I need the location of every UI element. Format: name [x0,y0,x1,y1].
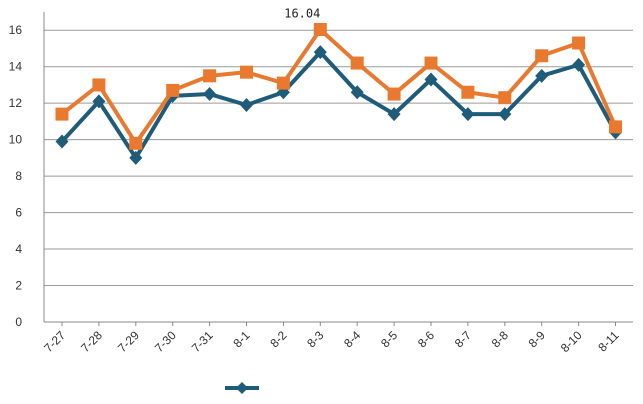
data-point-diamond [461,107,475,122]
data-point-square [461,85,475,99]
data-point-square [572,36,586,50]
data-point-diamond [129,150,143,165]
x-tick-label: 8-7 [452,328,474,350]
y-tick-label: 12 [9,96,23,110]
series-line-0 [60,50,618,160]
data-point-diamond [572,57,586,72]
data-point-square [276,76,290,90]
x-tick-label: 8-8 [489,328,511,350]
x-tick-label: 8-6 [415,328,437,350]
x-tick-label: 7-29 [115,328,142,355]
data-point-square [166,83,180,97]
x-tick-label: 7-30 [152,328,179,355]
x-tick-label: 7-27 [41,328,68,355]
data-point-square [424,56,438,70]
data-point-diamond [55,134,69,149]
data-point-diamond [535,68,549,83]
data-point-diamond [350,85,364,100]
data-point-diamond [313,45,327,60]
legend-swatch-marker [236,382,248,394]
x-tick-label: 8-4 [341,328,363,350]
data-point-diamond [240,98,253,112]
data-point-diamond [203,87,217,102]
axes: 0 2 4 6 8 10 12 14 16 7-27 7-28 7-29 7-30 7-31 8-1 8-2 8… [9,12,622,355]
x-tick-label: 8-2 [267,328,289,350]
legend [225,382,259,394]
y-tick-label: 4 [15,242,22,256]
data-point-diamond [498,107,512,122]
data-point-square [313,23,327,37]
data-label: 16.04 [284,7,320,21]
x-tick-label: 7-31 [189,328,216,355]
y-tick-label: 10 [9,133,23,147]
series-line-1 [60,27,618,146]
x-tick-label: 8-11 [595,328,621,354]
data-point-square [129,136,143,150]
data-point-diamond [424,72,438,87]
y-tick-label: 14 [9,60,23,74]
x-tick-label: 8-1 [230,328,252,350]
labels: 16.04 [284,7,320,21]
data-point-square [55,107,69,121]
y-tick-label: 0 [15,315,22,329]
y-tick-label: 2 [15,279,22,293]
series-lines [55,23,622,165]
y-tick-label: 8 [15,169,22,183]
data-point-square [240,65,253,79]
y-tick-label: 16 [9,23,23,37]
data-point-square [350,56,364,70]
x-tick-label: 8-5 [378,328,400,350]
x-tick-label: 8-9 [526,328,548,350]
data-point-diamond [387,107,401,122]
data-point-square [498,91,512,105]
data-point-square [387,87,401,101]
x-tick-label: 7-28 [78,328,105,355]
x-tick-label: 8-3 [304,328,326,350]
data-point-diamond [92,94,106,109]
data-point-square [203,69,217,83]
y-tick-label: 6 [15,206,22,220]
data-point-square [535,49,549,63]
data-point-square [609,120,622,134]
x-tick-label: 8-10 [558,328,585,355]
data-point-square [92,78,106,92]
